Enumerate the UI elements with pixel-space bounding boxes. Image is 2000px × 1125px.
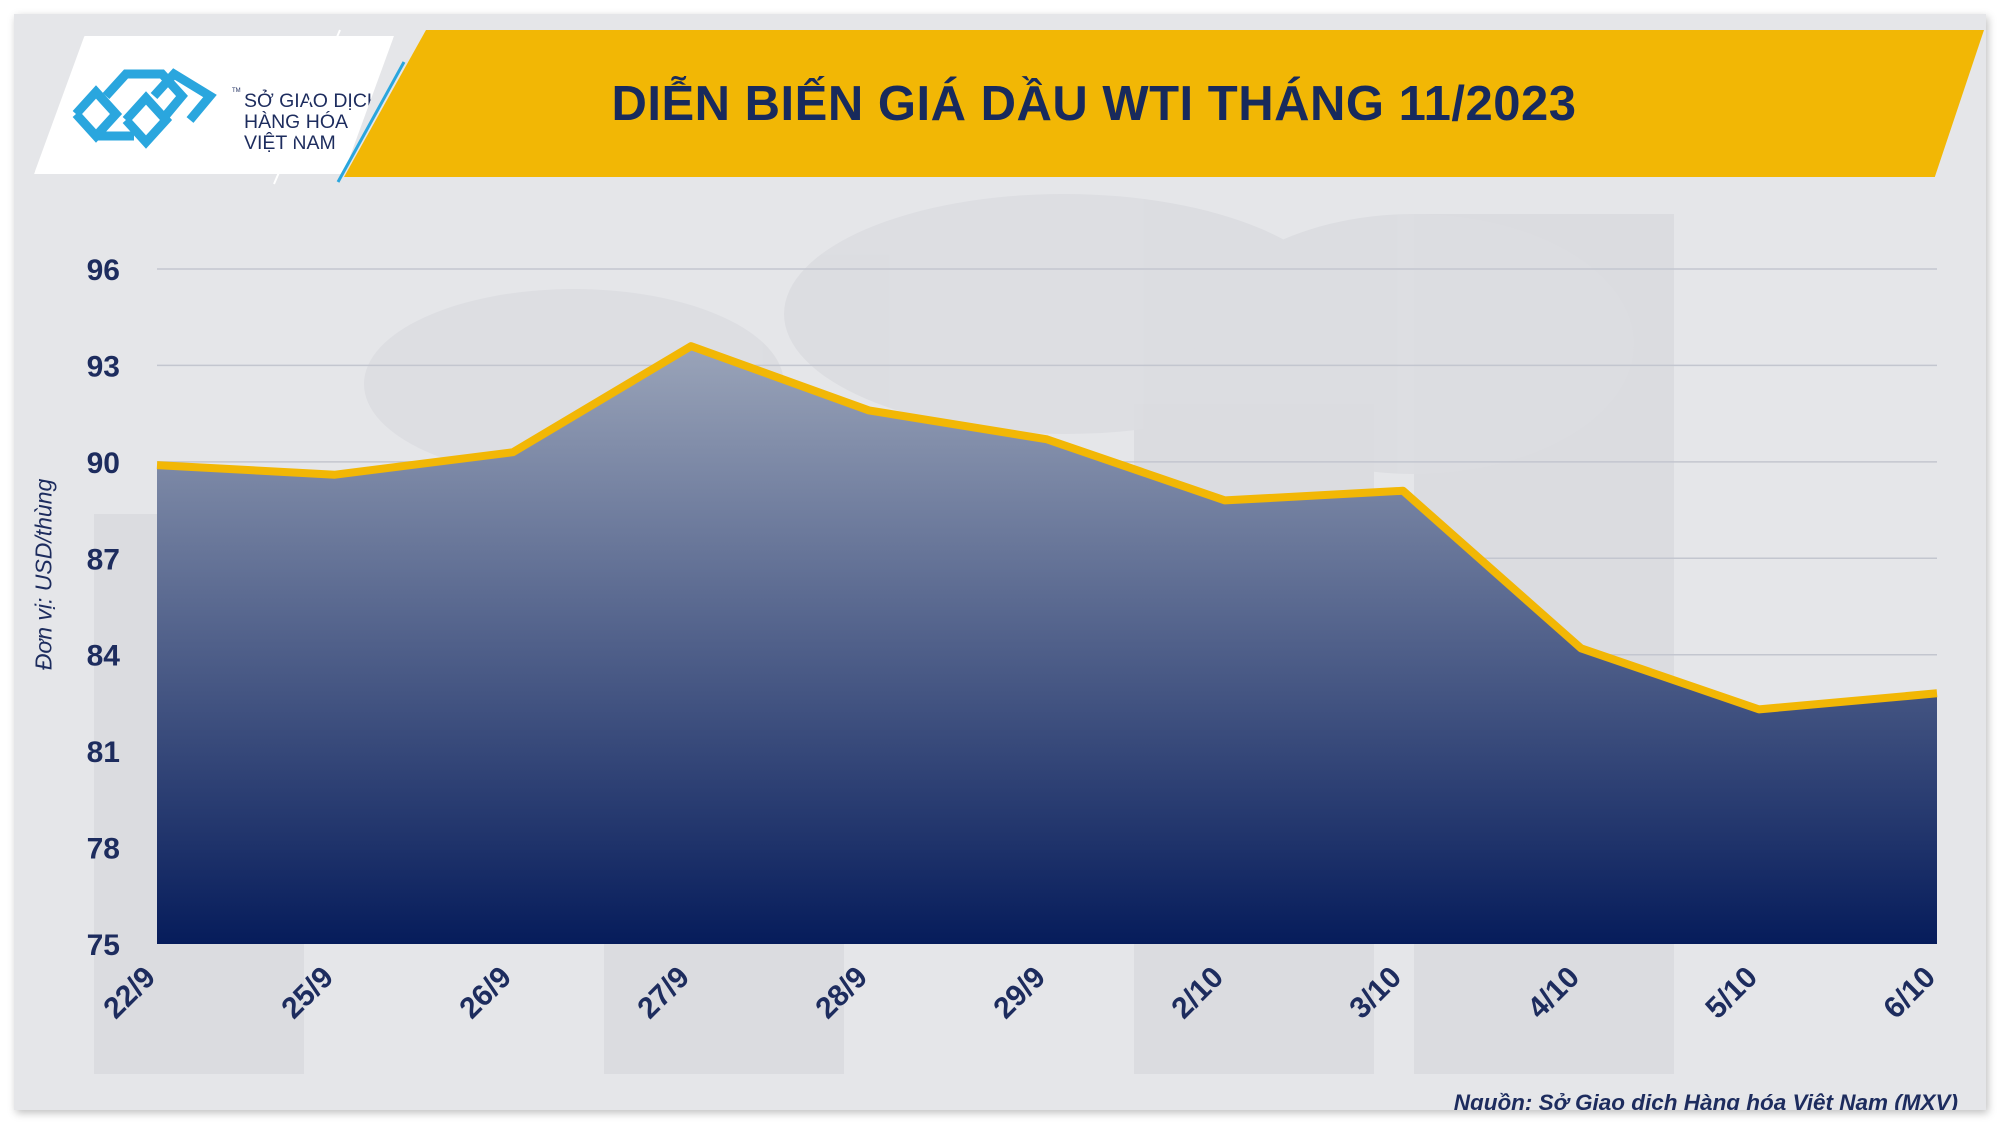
y-tick-label: 84: [87, 640, 121, 673]
y-tick-label: 90: [87, 447, 120, 480]
x-tick-label: 29/9: [987, 961, 1052, 1026]
x-tick-label: 25/9: [275, 961, 340, 1026]
x-tick-label: 27/9: [631, 961, 696, 1026]
x-tick-label: 4/10: [1521, 961, 1586, 1026]
x-tick-label: 28/9: [809, 961, 874, 1026]
y-tick-label: 93: [87, 350, 120, 383]
price-line: [156, 342, 1938, 714]
y-tick-label: 75: [87, 929, 120, 962]
chart-area: 75 78 81 84 87 90 93 96 22/9 25/9 26/9 27/9 28/9 29/…: [87, 254, 1942, 1026]
x-tick-label: 2/10: [1165, 961, 1230, 1026]
price-area: [157, 346, 1937, 945]
x-tick-label: 22/9: [97, 961, 162, 1026]
title-banner: [344, 30, 1984, 177]
x-tick-label: 6/10: [1877, 961, 1942, 1026]
mxv-logo-icon: [72, 68, 217, 149]
source-note: Nguồn: Sở Giao dịch Hàng hóa Việt Nam (M…: [1453, 1090, 1958, 1110]
y-tick-label: 81: [87, 736, 120, 769]
y-tick-label: 87: [87, 543, 120, 576]
y-tick-label: 96: [87, 254, 120, 287]
x-tick-label: 3/10: [1343, 961, 1408, 1026]
logo-trademark: TM: [232, 88, 241, 94]
y-tick-label: 78: [87, 833, 120, 866]
x-tick-label: 5/10: [1699, 961, 1764, 1026]
chart-title: DIỄN BIẾN GIÁ DẦU WTI THÁNG 11/2023: [611, 77, 1577, 131]
x-tick-label: 26/9: [453, 961, 518, 1026]
chart-frame: DIỄN BIẾN GIÁ DẦU WTI THÁNG 11/2023 TM S…: [14, 14, 1986, 1110]
